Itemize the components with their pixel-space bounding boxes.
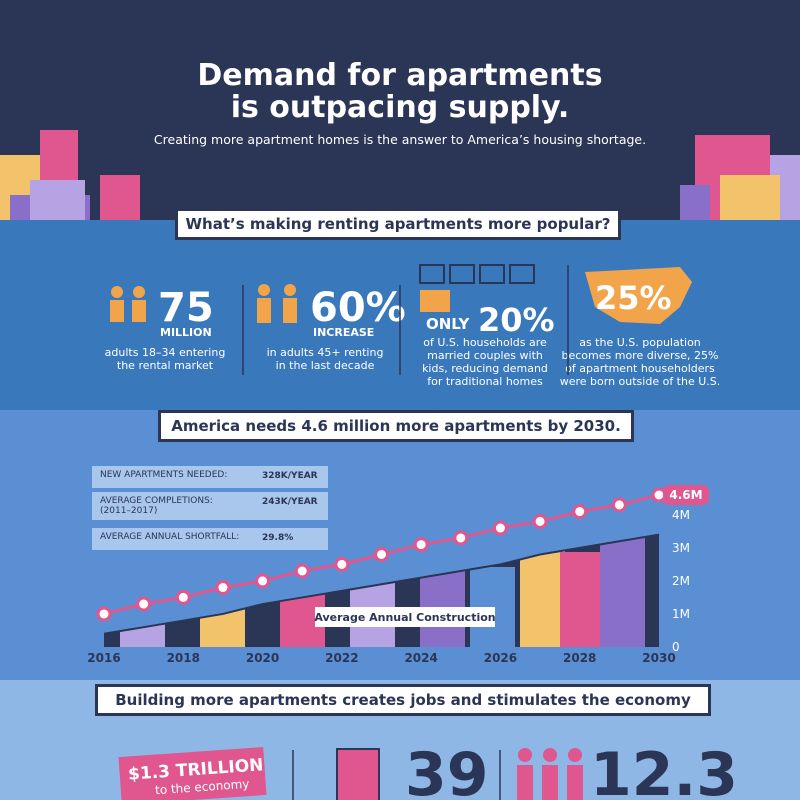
title: Demand for apartments is outpacing suppl… [197,58,603,125]
building [600,534,645,647]
series-label-bg [315,607,495,627]
table-cell: 29.8% [262,533,294,543]
y-tick-label: 0 [672,640,680,654]
stat-number: 60% [310,285,406,331]
point [413,537,429,553]
point [96,606,112,622]
point [374,546,389,562]
building [560,552,605,647]
door-icon [336,748,380,800]
subtitle: Creating more apartment homes is the ans… [153,132,647,147]
x-tick-label: 2018 [167,651,200,665]
point [334,556,350,572]
area-edge [103,533,660,635]
skyline [0,130,800,226]
icons [110,264,569,375]
table-cell: 328K/YEAR [262,471,318,481]
dividers [292,750,501,800]
y-tick-label: 1M [672,607,690,621]
stat-prefix: ONLY [426,315,470,333]
point [572,504,588,520]
x-tick-label: 2022 [325,651,358,665]
point [215,580,231,596]
table-cell: 243K/YEAR [262,497,318,507]
y-tick-label: 2M [672,574,690,588]
stat-number: 20% [478,301,555,339]
section-heading: America needs 4.6 million more apartment… [158,410,634,442]
stat-text: in adults 45+ renting in the last decade [266,346,384,372]
point [532,513,548,529]
stat-text: of U.S. households are married couples w… [422,336,548,388]
stat-number: 12.3 [590,740,739,800]
y-tick-label: 4M [672,508,690,522]
point [453,530,469,546]
stat-text: as the U.S. population becomes more dive… [559,336,721,388]
building [520,534,565,647]
x-tick-label: 2016 [87,651,120,665]
table-row: AVERAGE ANNUAL SHORTFALL: 29.8% [92,528,328,550]
x-tick-label: 2028 [563,651,596,665]
y-tick-label: 3M [672,541,690,555]
x-tick-label: 2020 [246,651,279,665]
point [294,563,310,579]
building [120,587,165,647]
people-icon [517,748,583,800]
table-cell: AVERAGE COMPLETIONS: (2011–2017) [100,496,213,516]
section-heading: What’s making renting apartments more po… [175,208,621,240]
stat-number: 39 [405,740,489,800]
x-tick-label: 2026 [484,651,517,665]
stat-number: 25% [595,279,672,317]
us-map [585,267,692,324]
stat-text: adults 18–34 entering the rental market [104,346,226,372]
stat-number: 75 [158,285,214,331]
value-label-bg [663,485,709,505]
x-tick-label: 2024 [404,651,437,665]
x-tick-label: 2030 [642,651,675,665]
table-row: AVERAGE COMPLETIONS: (2011–2017) 243K/YEA… [92,492,328,520]
point [136,596,152,612]
value-label: 4.6M [669,488,702,502]
building [200,597,245,647]
stat-unit: MILLION [160,326,212,339]
series-label: Average Annual Construction [314,611,495,624]
table-row: NEW APARTMENTS NEEDED: 328K/YEAR [92,466,328,488]
point [175,589,191,605]
table-cell: AVERAGE ANNUAL SHORTFALL: [100,532,240,542]
point [611,497,627,513]
stat-unit: INCREASE [313,326,375,339]
point [492,520,508,536]
table-cell: NEW APARTMENTS NEEDED: [100,470,228,480]
chart: 0 1M 2M 3M 4M 2016 2018 2020 2022 2024 2026 2028 203… [87,485,709,665]
point [255,573,271,589]
section-heading: Building more apartments creates jobs an… [95,684,711,716]
